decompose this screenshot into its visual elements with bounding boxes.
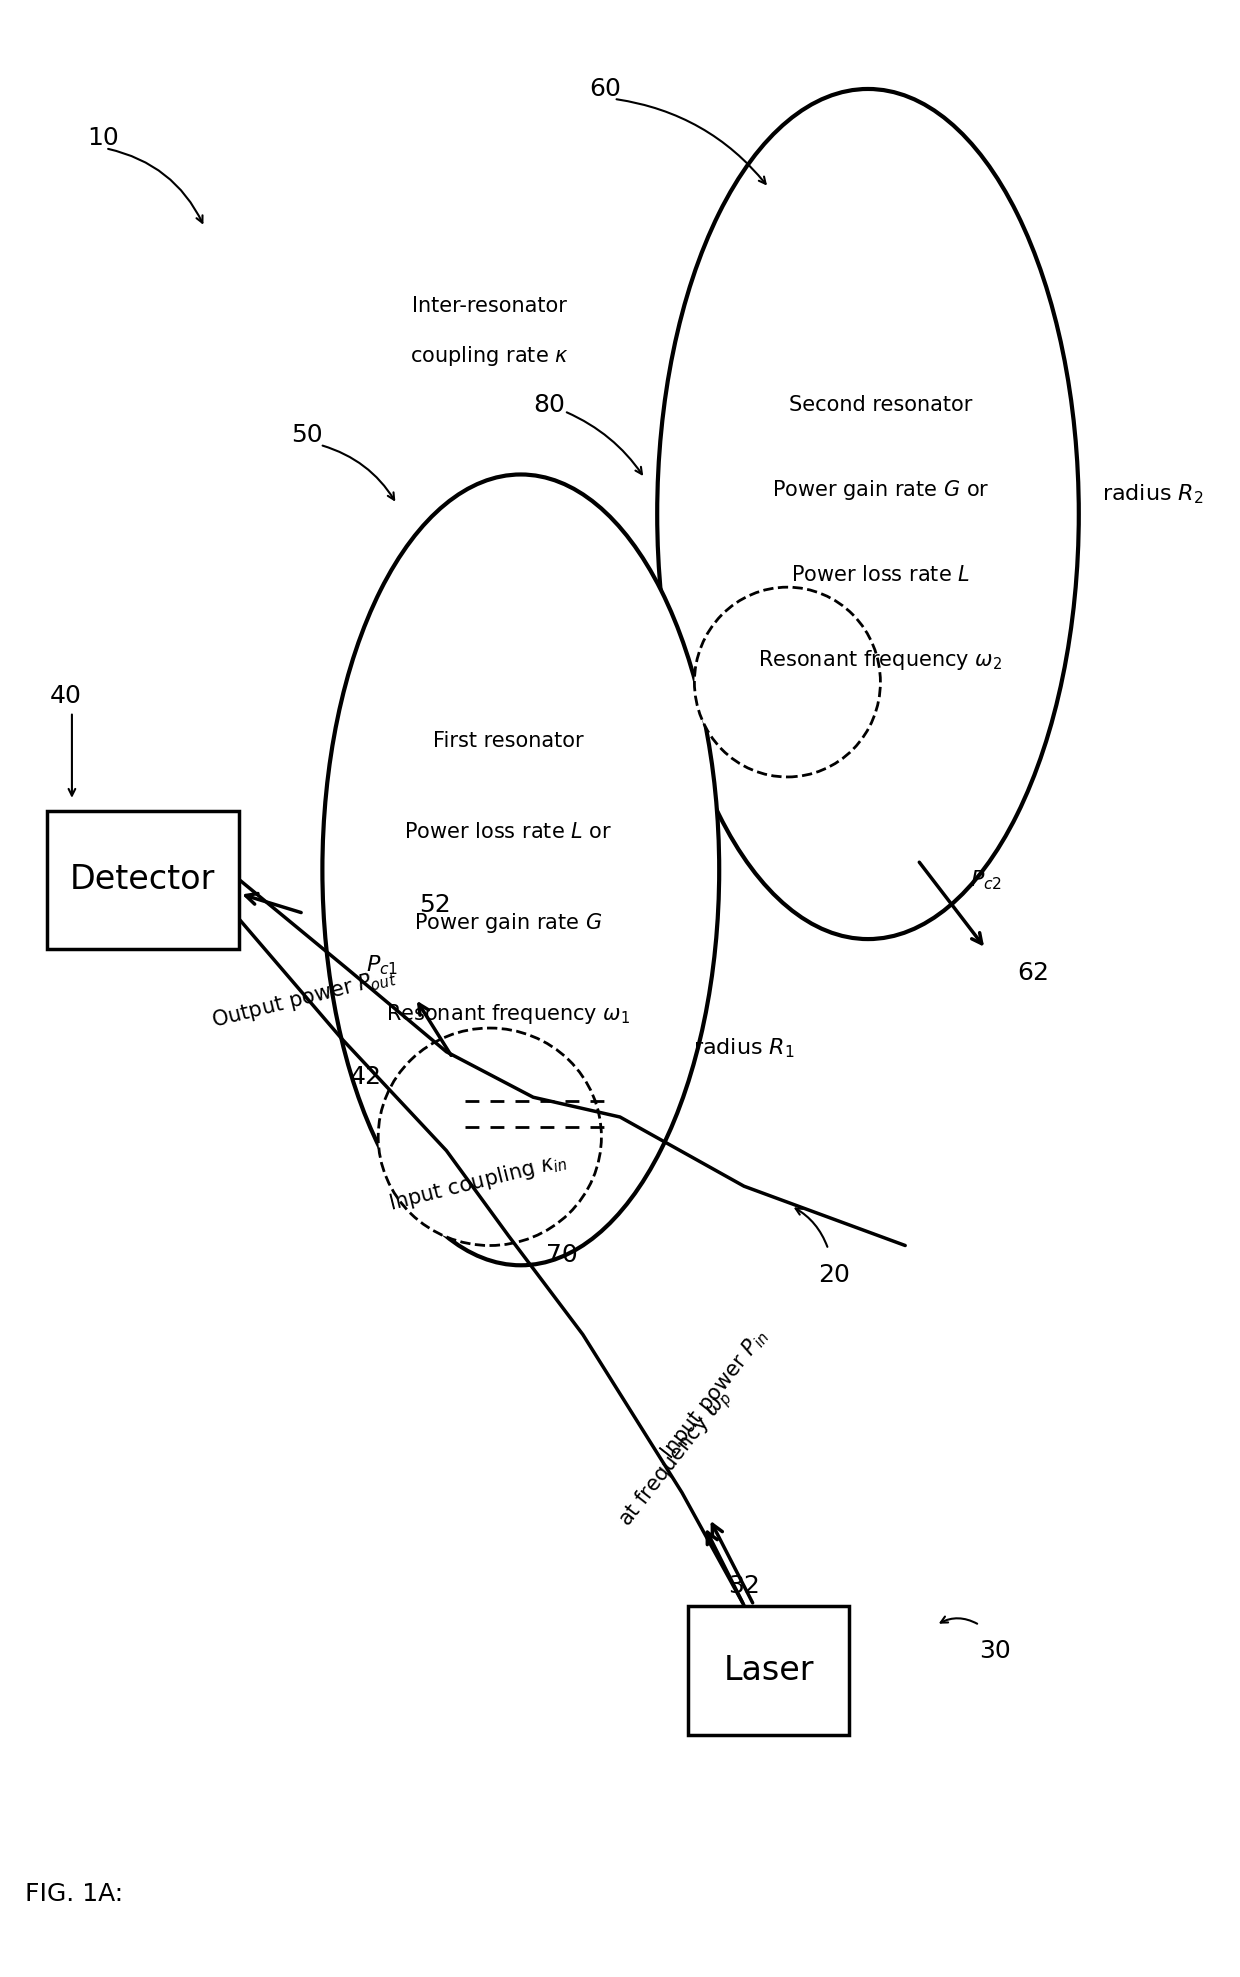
Text: Resonant frequency $\omega_1$: Resonant frequency $\omega_1$ (387, 1002, 630, 1026)
Text: Power gain rate $G$: Power gain rate $G$ (414, 911, 603, 935)
Text: FIG. 1A:: FIG. 1A: (25, 1882, 123, 1906)
Text: $P_{c1}$: $P_{c1}$ (366, 953, 398, 977)
Text: 80: 80 (533, 393, 565, 417)
Text: 10: 10 (87, 127, 119, 150)
FancyBboxPatch shape (47, 811, 238, 949)
FancyBboxPatch shape (688, 1605, 849, 1736)
Text: Output power $P_{out}$: Output power $P_{out}$ (210, 965, 398, 1032)
Text: Detector: Detector (69, 864, 216, 896)
Text: 42: 42 (350, 1066, 382, 1089)
Text: Inter-resonator: Inter-resonator (413, 297, 567, 316)
Ellipse shape (694, 587, 880, 777)
Text: First resonator: First resonator (433, 731, 584, 751)
Text: 70: 70 (546, 1244, 578, 1267)
Text: 32: 32 (728, 1574, 760, 1597)
Text: Second resonator: Second resonator (789, 395, 972, 415)
Text: 30: 30 (980, 1639, 1012, 1663)
Text: Resonant frequency $\omega_2$: Resonant frequency $\omega_2$ (759, 648, 1002, 672)
Text: Laser: Laser (724, 1655, 813, 1686)
Text: Input coupling $\kappa_{in}$: Input coupling $\kappa_{in}$ (386, 1149, 569, 1216)
Text: Power loss rate $L$: Power loss rate $L$ (791, 565, 970, 585)
Text: 62: 62 (1017, 961, 1049, 985)
Ellipse shape (657, 89, 1079, 939)
Text: at frequency $\omega_p$: at frequency $\omega_p$ (614, 1384, 738, 1534)
Text: radius $R_1$: radius $R_1$ (693, 1036, 795, 1060)
Text: 52: 52 (419, 894, 451, 917)
Text: $P_{c2}$: $P_{c2}$ (970, 868, 1002, 892)
Text: Power loss rate $L$ or: Power loss rate $L$ or (404, 822, 613, 842)
Ellipse shape (378, 1028, 601, 1246)
Text: 50: 50 (291, 423, 324, 447)
Ellipse shape (322, 474, 719, 1265)
Text: 40: 40 (50, 684, 82, 708)
Text: 60: 60 (589, 77, 621, 101)
Text: radius $R_2$: radius $R_2$ (1102, 482, 1204, 506)
Text: Power gain rate $G$ or: Power gain rate $G$ or (771, 478, 990, 502)
Text: coupling rate $\kappa$: coupling rate $\kappa$ (410, 344, 569, 368)
Text: 20: 20 (818, 1263, 851, 1287)
Text: Input power $P_{in}$: Input power $P_{in}$ (656, 1325, 773, 1463)
